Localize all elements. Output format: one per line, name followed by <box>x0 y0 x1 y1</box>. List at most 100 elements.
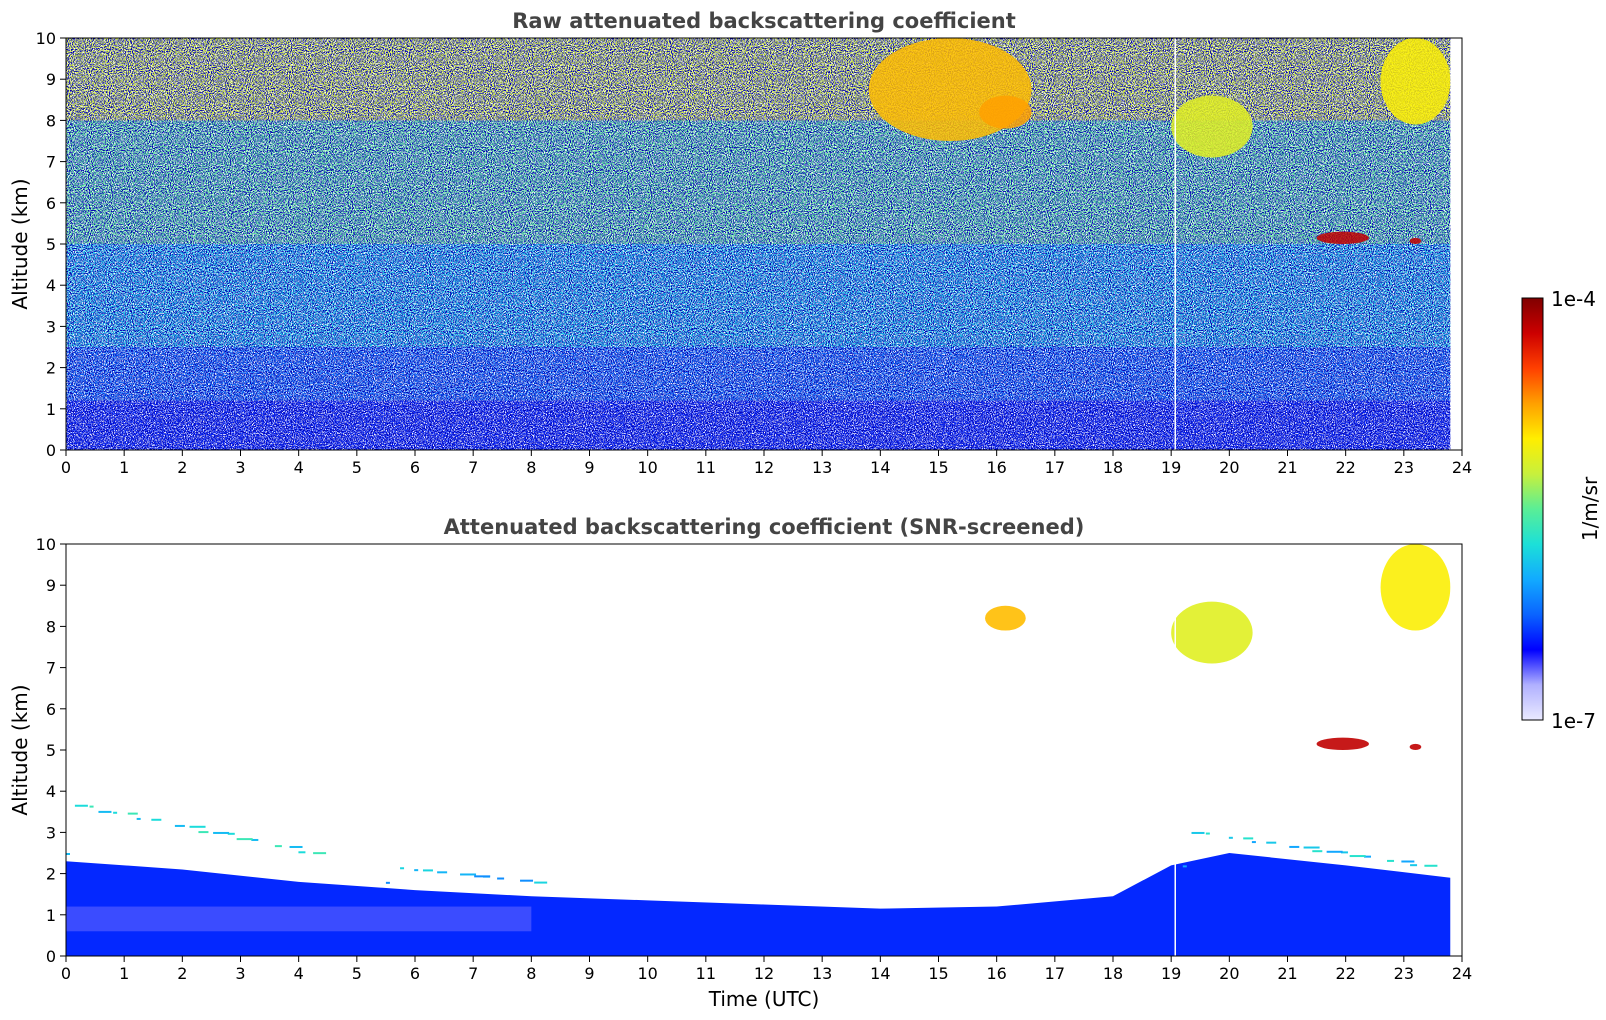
x-tick-label: 8 <box>526 964 536 983</box>
aerosol-fleck <box>189 825 206 828</box>
x-tick-label: 7 <box>468 458 478 477</box>
screened-backscatter-panel: Attenuated backscattering coefficient (S… <box>8 515 1472 1011</box>
screened-panel-title: Attenuated backscattering coefficient (S… <box>444 515 1085 539</box>
x-tick-label: 17 <box>1045 964 1065 983</box>
aerosol-fleck <box>227 832 235 835</box>
aerosol-fleck <box>174 824 185 827</box>
aerosol-fleck <box>1364 855 1372 858</box>
screened-heatmap-field <box>66 804 1451 956</box>
x-tick-label: 19 <box>1161 964 1181 983</box>
x-tick-label: 9 <box>584 458 594 477</box>
aerosol-fleck <box>313 852 327 855</box>
aerosol-fleck <box>385 881 390 884</box>
aerosol-fleck <box>497 877 505 880</box>
y-tick-label: 10 <box>36 535 56 554</box>
cloud-feature-2 <box>1171 95 1253 158</box>
raw-no-data-strip <box>1450 38 1462 450</box>
y-tick-label: 5 <box>46 741 56 760</box>
x-tick-label: 6 <box>410 458 420 477</box>
aerosol-fleck <box>127 812 138 815</box>
cloud-feature-0 <box>1171 601 1253 664</box>
x-tick-label: 0 <box>61 964 71 983</box>
y-tick-label: 0 <box>46 947 56 966</box>
aerosol-fleck <box>298 851 306 854</box>
x-tick-label: 21 <box>1277 964 1297 983</box>
aerosol-fleck <box>1340 851 1348 854</box>
aerosol-fleck <box>1251 841 1256 844</box>
x-tick-label: 8 <box>526 458 536 477</box>
x-tick-label: 21 <box>1277 458 1297 477</box>
colorbar: 1e-4 1e-7 1/m/sr <box>1521 287 1602 733</box>
y-tick-label: 1 <box>46 400 56 419</box>
y-tick-label: 8 <box>46 111 56 130</box>
aerosol-fleck <box>1289 845 1300 848</box>
raw-panel-title: Raw attenuated backscattering coefficien… <box>512 9 1016 33</box>
x-tick-label: 16 <box>986 458 1006 477</box>
aerosol-layer-0 <box>385 867 548 884</box>
x-tick-label: 5 <box>352 964 362 983</box>
x-tick-label: 17 <box>1045 458 1065 477</box>
aerosol-fleck <box>1228 836 1233 839</box>
aerosol-fleck <box>400 867 405 870</box>
y-tick-label: 9 <box>46 576 56 595</box>
x-tick-label: 6 <box>410 964 420 983</box>
aerosol-fleck <box>474 875 491 878</box>
y-tick-label: 3 <box>46 823 56 842</box>
aerosol-fleck <box>1349 855 1366 858</box>
cloud-feature-3 <box>1316 737 1369 750</box>
aerosol-fleck <box>1303 846 1320 849</box>
x-tick-label: 1 <box>119 964 129 983</box>
aerosol-fleck <box>1182 865 1187 868</box>
aerosol-fleck <box>1401 860 1415 863</box>
screened-y-axis: 0 1 2 3 4 5 6 7 8 9 10 <box>36 535 66 966</box>
residual-layer <box>66 906 532 932</box>
x-tick-label: 15 <box>928 458 948 477</box>
y-tick-label: 3 <box>46 317 56 336</box>
x-tick-label: 23 <box>1394 964 1414 983</box>
x-tick-label: 12 <box>754 964 774 983</box>
y-tick-label: 4 <box>46 782 56 801</box>
raw-cloud-features <box>868 38 1451 245</box>
aerosol-fleck <box>534 881 548 884</box>
aerosol-fleck <box>66 853 70 855</box>
x-tick-label: 3 <box>235 458 245 477</box>
x-tick-label: 1 <box>119 458 129 477</box>
cloud-feature-4 <box>1409 743 1422 750</box>
x-tick-label: 10 <box>637 964 657 983</box>
aerosol-fleck <box>113 811 118 814</box>
aerosol-layer-2 <box>1182 831 1438 868</box>
x-tick-label: 14 <box>870 964 890 983</box>
cloud-feature-1 <box>979 95 1032 129</box>
x-tick-label: 14 <box>870 458 890 477</box>
y-tick-label: 9 <box>46 70 56 89</box>
raw-y-axis: 0 1 2 3 4 5 6 7 8 9 10 <box>36 29 66 460</box>
x-tick-label: 10 <box>637 458 657 477</box>
cloud-feature-5 <box>1409 237 1422 244</box>
aerosol-fleck <box>136 817 141 820</box>
boundary-layer <box>66 853 1451 956</box>
colorbar-gradient <box>1521 297 1544 721</box>
x-tick-label: 13 <box>812 964 832 983</box>
y-tick-label: 10 <box>36 29 56 48</box>
x-tick-label: 24 <box>1452 458 1472 477</box>
x-tick-label: 15 <box>928 964 948 983</box>
aerosol-fleck <box>1243 837 1254 840</box>
aerosol-fleck <box>198 831 209 834</box>
colorbar-unit-label: 1/m/sr <box>1578 476 1602 541</box>
aerosol-fleck <box>236 838 253 841</box>
raw-dark-noise <box>66 38 1462 450</box>
x-tick-label: 20 <box>1219 458 1239 477</box>
x-tick-label: 0 <box>61 458 71 477</box>
y-tick-label: 0 <box>46 441 56 460</box>
x-tick-label: 24 <box>1452 964 1472 983</box>
aerosol-fleck <box>1266 841 1277 844</box>
raw-x-axis: 0 1 2 3 4 5 6 7 8 9 10 11 12 13 14 15 16 17 18 19 20 21 22 23 24 <box>61 450 1472 477</box>
raw-backscatter-panel: Raw attenuated backscattering coefficien… <box>8 9 1472 477</box>
y-tick-label: 4 <box>46 276 56 295</box>
x-tick-label: 4 <box>294 458 304 477</box>
aerosol-fleck <box>289 845 303 848</box>
x-tick-label: 18 <box>1103 458 1123 477</box>
aerosol-fleck <box>89 805 94 808</box>
screened-x-axis: 0 1 2 3 4 5 6 7 8 9 10 11 12 13 14 15 16 17 18 19 20 21 22 23 24 <box>61 956 1472 983</box>
x-tick-label: 22 <box>1335 964 1355 983</box>
